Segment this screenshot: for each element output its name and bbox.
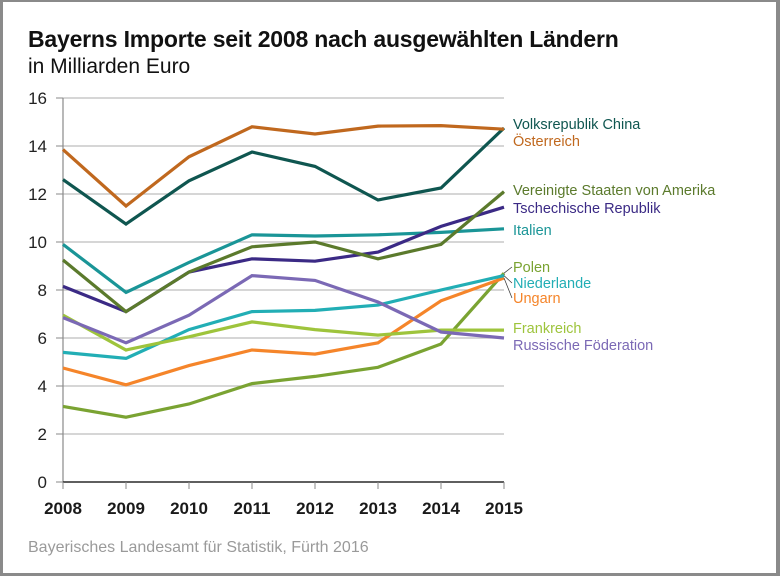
y-tick-label: 2 bbox=[38, 425, 47, 444]
y-tick-label: 0 bbox=[38, 473, 47, 492]
series-line-italien bbox=[62, 227, 505, 295]
axes: 0 2 4 6 8 10 12 14 16 2008 2009 2010 2011 2012 2013 201… bbox=[28, 89, 523, 518]
series-label: Niederlande bbox=[513, 276, 591, 292]
series-label: Russische Föderation bbox=[513, 338, 653, 354]
series-label: Volksrepublik China bbox=[513, 117, 641, 133]
series-line-russische-f-deration bbox=[62, 273, 505, 345]
x-tick-label: 2009 bbox=[107, 499, 145, 518]
label-leader-line bbox=[503, 277, 513, 299]
label-leader-line bbox=[503, 275, 513, 284]
series-line-volksrepublik-china bbox=[62, 126, 506, 226]
source-note: Bayerisches Landesamt für Statistik, Für… bbox=[28, 539, 369, 556]
x-tick-label: 2011 bbox=[234, 499, 271, 518]
y-tick-label: 4 bbox=[38, 377, 47, 396]
y-tick-label: 12 bbox=[28, 185, 47, 204]
chart-title: Bayerns Importe seit 2008 nach ausgewähl… bbox=[28, 26, 619, 52]
series-label: Österreich bbox=[513, 132, 580, 150]
series-label: Polen bbox=[513, 260, 550, 276]
y-tick-label: 10 bbox=[28, 233, 47, 252]
series-label: Tschechische Republik bbox=[513, 201, 661, 217]
series-lines bbox=[61, 123, 506, 419]
x-tick-label: 2013 bbox=[359, 499, 397, 518]
series-label: Vereinigte Staaten von Amerika bbox=[513, 183, 716, 199]
series-line-frankreich bbox=[62, 313, 504, 352]
series-label: Italien bbox=[513, 223, 552, 239]
y-tick-label: 14 bbox=[28, 137, 47, 156]
label-leader-line bbox=[503, 266, 513, 274]
x-tick-label: 2012 bbox=[296, 499, 334, 518]
y-tick-label: 16 bbox=[28, 89, 47, 108]
x-tick-label: 2014 bbox=[422, 499, 460, 518]
series-line-polen bbox=[62, 272, 506, 419]
x-tick-label: 2010 bbox=[170, 499, 208, 518]
chart-subtitle: in Milliarden Euro bbox=[28, 55, 191, 78]
y-tick-label: 6 bbox=[38, 329, 47, 348]
series-line-vereinigte-staaten-von-amerika bbox=[61, 190, 506, 314]
series-label: Frankreich bbox=[513, 321, 582, 337]
x-tick-label: 2015 bbox=[485, 499, 523, 518]
series-line-ungarn bbox=[62, 276, 505, 387]
y-tick-label: 8 bbox=[38, 281, 47, 300]
series-line-niederlande bbox=[62, 274, 505, 361]
x-tick-label: 2008 bbox=[44, 499, 82, 518]
series-line--sterreich bbox=[61, 123, 505, 209]
series-label: Ungarn bbox=[513, 291, 561, 307]
